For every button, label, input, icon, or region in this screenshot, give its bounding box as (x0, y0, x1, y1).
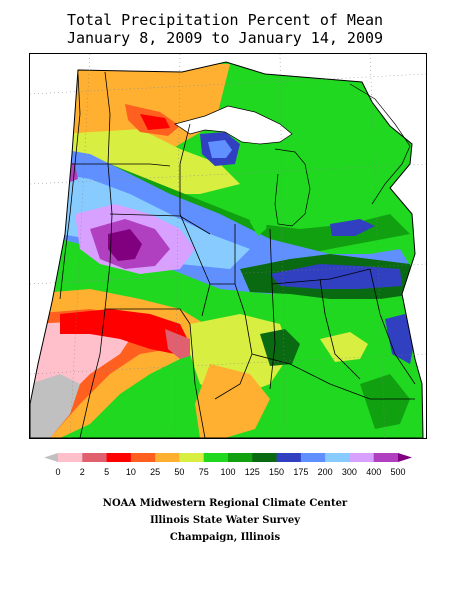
legend-tick-label: 2 (80, 467, 85, 477)
northeast-minnesota-red (140, 114, 170, 130)
southwest-0-field (30, 374, 80, 438)
lake-superior (174, 105, 293, 145)
kentucky-50-field (195, 364, 270, 438)
legend-tick-label: 200 (318, 467, 333, 477)
legend-swatch-below-min (44, 453, 58, 462)
legend-swatch (276, 453, 302, 462)
legend-tick-label: 400 (366, 467, 381, 477)
lake-michigan (248, 152, 270, 236)
legend-tick-label: 300 (342, 467, 357, 477)
iowa-max-field (108, 229, 142, 261)
legend-swatch (82, 453, 108, 462)
missouri-5-patch (165, 329, 195, 359)
legend-tick-label: 100 (220, 467, 235, 477)
legend-swatch (325, 453, 350, 462)
lake-erie (330, 219, 375, 236)
missouri-10-band (60, 309, 190, 354)
region-outline (30, 61, 424, 438)
map-title: Total Precipitation Percent of Mean (66, 11, 384, 29)
legend-swatch (106, 453, 132, 462)
ohio-75-patch (320, 332, 368, 362)
legend-tick-label: 0 (55, 467, 60, 477)
legend-swatch (58, 453, 83, 462)
legend-tick-label: 10 (126, 467, 136, 477)
legend-tick-label: 5 (104, 467, 109, 477)
legend-swatch (130, 453, 156, 462)
legend-tick-label: 125 (245, 467, 260, 477)
precipitation-map-canvas (30, 54, 426, 438)
lake-huron (300, 159, 350, 202)
legend-swatch (252, 453, 278, 462)
legend-tick-label: 75 (199, 467, 209, 477)
legend-swatch (228, 453, 253, 462)
indiana-150-patch (260, 329, 300, 366)
precipitation-map (29, 53, 427, 439)
legend-swatch (155, 453, 180, 462)
upper-peninsula-light-patch (208, 140, 232, 158)
coastlines (274, 83, 411, 227)
legend-swatch (203, 453, 229, 462)
ohio-valley-175-band (270, 264, 402, 289)
legend-tick-label: 175 (293, 467, 308, 477)
legend-swatch (300, 453, 326, 462)
legend-tick-label: 150 (269, 467, 284, 477)
legend-swatch-above-max (398, 453, 412, 462)
footer-location: Champaign, Illinois (169, 532, 281, 543)
map-date-range: January 8, 2009 to January 14, 2009 (66, 29, 384, 47)
graticule (30, 54, 426, 438)
legend-tick-label: 50 (174, 467, 184, 477)
legend-tick-label: 500 (390, 467, 405, 477)
footer-survey: Illinois State Water Survey (149, 515, 301, 526)
great-lakes (174, 105, 375, 236)
legend-swatch (373, 453, 399, 462)
east-175-patch (385, 314, 415, 364)
legend-swatch (179, 453, 205, 462)
color-scale-legend: 0 2 5 10 25 50 75 100 125 150 175 200 300 400 500 (44, 453, 412, 477)
legend-swatch (349, 453, 375, 462)
footer-org: NOAA Midwestern Regional Climate Center (102, 498, 348, 509)
legend-tick-label: 25 (150, 467, 160, 477)
southeast-125-field (360, 374, 410, 429)
state-boundaries (59, 71, 416, 438)
